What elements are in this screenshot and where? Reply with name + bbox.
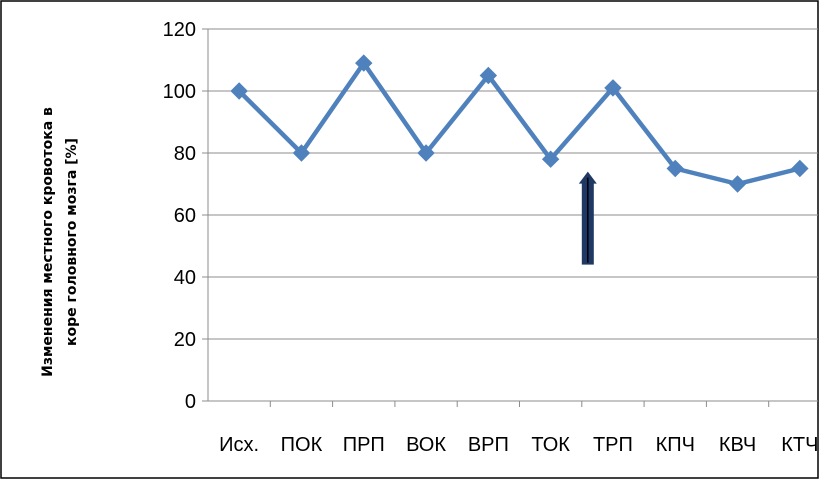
y-axis-title-line2: коре головного мозга [%] [64,138,80,346]
x-tick-label: ВОК [406,434,446,456]
series-line-path [237,60,801,187]
data-point-marker [666,159,684,178]
x-tick-labels: Исх. ПОК ПРП ВОК ВРП ТОК ТРП КПЧ КВЧ КТЧ [219,434,818,456]
x-tick-label: КПЧ [656,434,695,456]
x-tick-label: Исх. [219,434,259,456]
x-tick-label: ВРП [468,434,509,456]
data-point-marker [230,82,248,100]
up-arrow [578,171,597,265]
data-point-marker [541,150,560,168]
y-axis-title-line1: Изменения местного кровотока в [40,107,56,377]
x-tick-label: ПОК [281,434,323,456]
data-point-marker [355,54,373,72]
x-tick-label: ТРП [593,434,633,456]
y-tick-label: 80 [174,143,196,165]
annotation-arrow [578,171,597,265]
data-point-marker [417,144,435,162]
y-tick-label: 40 [174,267,196,289]
data-point-marker [479,66,498,85]
data-point-marker [292,144,311,162]
axes [207,29,818,407]
y-tick-label: 20 [174,329,196,351]
data-point-marker [728,175,747,193]
x-tick-label: ТОК [531,434,570,456]
y-tick-label: 0 [185,391,196,413]
series-line [237,60,801,187]
data-point-marker [791,159,809,178]
x-tick-label: ПРП [343,434,385,456]
series-markers [230,54,809,193]
gridlines [202,28,818,402]
x-tick-label: КТЧ [781,434,818,456]
x-tick-label: КВЧ [719,434,756,456]
y-tick-label: 100 [163,81,196,103]
y-tick-label: 60 [174,205,196,227]
data-point-marker [604,79,622,97]
y-axis-title: Изменения местного кровотока в коре голо… [40,107,80,377]
y-tick-labels: 0 20 40 60 80 100 120 [163,19,196,413]
y-tick-label: 120 [163,19,196,41]
